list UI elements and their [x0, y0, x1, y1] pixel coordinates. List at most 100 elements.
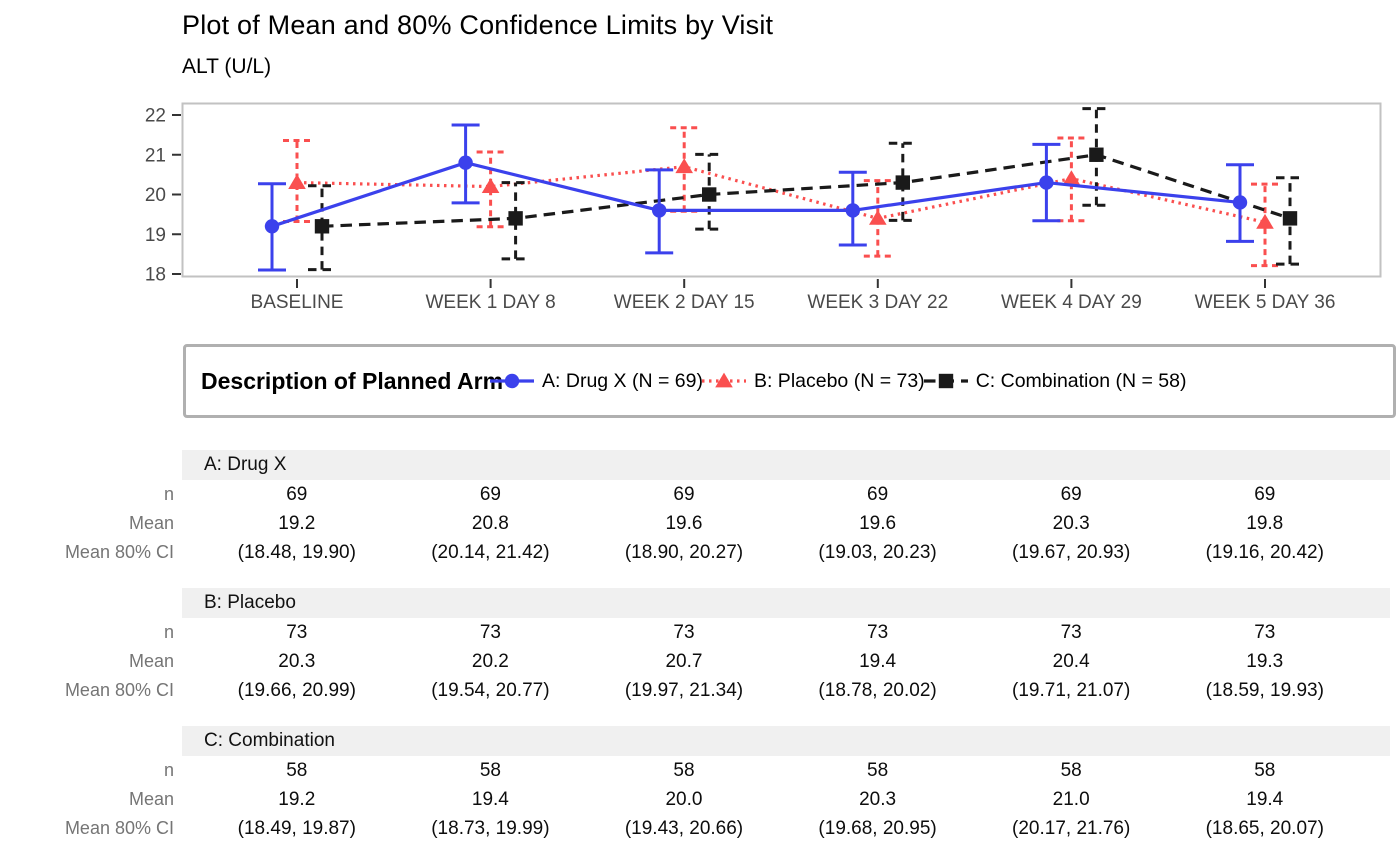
square-marker: [702, 187, 717, 202]
plot-box: [181, 102, 1382, 278]
table-cell: 20.3: [278, 651, 316, 672]
table-cell: 20.3: [1052, 513, 1090, 534]
circle-legend-marker-icon: [490, 373, 535, 389]
table-cell: 73: [867, 622, 889, 643]
table-cell: 19.3: [1246, 651, 1284, 672]
table-cell: 21.0: [1052, 789, 1090, 810]
table-cell: 20.3: [859, 789, 897, 810]
table-row: Mean 19.2 20.8 19.6 19.6 20.3 19.8: [0, 509, 1400, 538]
table-cell: 20.4: [1052, 651, 1090, 672]
table-cell: (18.73, 19.99): [431, 818, 550, 839]
series-line: [321, 153, 1291, 228]
table-cell: 20.8: [471, 513, 509, 534]
y-axis-tick-label: 20: [145, 185, 166, 206]
row-label: Mean: [128, 789, 174, 809]
circle-glyph: [504, 373, 520, 389]
table-cell: 69: [1254, 484, 1276, 505]
table-cell: 19.2: [278, 789, 316, 810]
row-label: Mean 80% CI: [64, 818, 174, 838]
table-cell: 73: [1254, 622, 1276, 643]
row-label: n: [163, 760, 174, 780]
y-axis-tick-label: 19: [145, 225, 166, 246]
table-cell: 73: [1060, 622, 1082, 643]
table-row: n 69 69 69 69 69 69: [0, 480, 1400, 509]
x-axis-tick-label: WEEK 2 DAY 15: [614, 292, 755, 313]
table-cell: (19.97, 21.34): [624, 680, 744, 701]
y-axis-tick-label: 18: [145, 265, 166, 286]
x-axis-tick-label: WEEK 5 DAY 36: [1195, 292, 1336, 313]
square-marker: [508, 211, 523, 226]
table-row: Mean 19.2 19.4 20.0 20.3 21.0 19.4: [0, 785, 1400, 814]
table-row: n 73 73 73 73 73 73: [0, 618, 1400, 647]
table-cell: (19.43, 20.66): [624, 818, 744, 839]
legend-item: B: Placebo (N = 73): [701, 370, 925, 393]
row-label: n: [163, 484, 174, 504]
table-cell: 20.0: [665, 789, 703, 810]
circle-marker: [652, 203, 667, 218]
table-cell: (19.66, 20.99): [237, 680, 356, 701]
plot-title: Plot of Mean and 80% Confidence Limits b…: [182, 10, 774, 40]
table-row: Mean 80% CI (18.48, 19.90) (20.14, 21.42) (…: [0, 538, 1400, 567]
table-cell: 58: [673, 760, 695, 781]
plot-subtitle: ALT (U/L): [182, 55, 272, 78]
arm-section-header: A: Drug X: [182, 450, 1390, 480]
mean-ci-plot-canvas: 18 19 20 21 22 BASELINE WEEK 1 DAY 8 WEEK 2 DAY…: [145, 102, 1382, 313]
table-cell: (20.17, 21.76): [1012, 818, 1131, 839]
table-cell: (18.65, 20.07): [1205, 818, 1324, 839]
table-cell: 69: [286, 484, 308, 505]
table-cell: 58: [479, 760, 501, 781]
circle-marker: [845, 203, 860, 218]
table-cell: 19.4: [1246, 789, 1284, 810]
square-marker: [314, 219, 330, 234]
row-label: Mean 80% CI: [64, 542, 174, 562]
y-axis-tick-label: 22: [145, 106, 166, 127]
table-cell: (19.71, 21.07): [1012, 680, 1131, 701]
table-cell: (18.78, 20.02): [818, 680, 937, 701]
triangle-marker: [288, 174, 306, 189]
legend-box: Description of Planned Arm A: Drug X (N …: [183, 344, 1396, 418]
legend-item-label: C: Combination (N = 58): [975, 369, 1187, 392]
table-cell: 20.7: [665, 651, 703, 672]
x-axis-tick-label: WEEK 3 DAY 22: [807, 292, 948, 313]
square-marker: [1089, 147, 1104, 162]
triangle-glyph: [715, 372, 733, 388]
table-cell: (19.68, 20.95): [818, 818, 937, 839]
table-cell: (18.49, 19.87): [237, 818, 356, 839]
row-label: Mean: [128, 513, 174, 533]
circle-marker: [1232, 195, 1248, 210]
square-legend-marker-icon: [923, 373, 968, 389]
table-cell: (18.90, 20.27): [624, 542, 744, 563]
legend-title: Description of Planned Arm: [201, 367, 504, 394]
circle-marker: [1039, 175, 1054, 190]
row-label: n: [163, 622, 174, 642]
table-cell: (18.48, 19.90): [237, 542, 356, 563]
circle-marker: [264, 219, 280, 234]
table-cell: (19.16, 20.42): [1205, 542, 1324, 563]
row-label: Mean: [128, 651, 174, 671]
table-cell: 19.4: [859, 651, 897, 672]
series-line: [271, 161, 1241, 228]
arm-section: A: Drug X n 69 69 69 69 69 69 Mean 19.2 20.8 19.6 19…: [0, 450, 1400, 567]
table-cell: 73: [286, 622, 308, 643]
table-cell: 20.2: [471, 651, 509, 672]
table-cell: 19.6: [665, 513, 703, 534]
table-cell: (19.54, 20.77): [431, 680, 550, 701]
table-row: Mean 80% CI (18.49, 19.87) (18.73, 19.99) (…: [0, 814, 1400, 843]
arm-section: B: Placebo n 73 73 73 73 73 73 Mean 20.3 20.2 20.7 1…: [0, 588, 1400, 705]
arm-section-header: C: Combination: [182, 726, 1390, 756]
arm-section: C: Combination n 58 58 58 58 58 58 Mean 19.2 19.4 2…: [0, 726, 1400, 843]
table-cell: 69: [867, 484, 889, 505]
triangle-marker: [869, 209, 887, 225]
triangle-marker: [1256, 213, 1274, 229]
legend-item: A: Drug X (N = 69): [490, 369, 703, 393]
square-glyph: [938, 373, 953, 389]
arm-section-header: B: Placebo: [182, 588, 1390, 618]
table-cell: 58: [1060, 760, 1082, 781]
y-axis-tick-label: 21: [145, 145, 166, 166]
table-cell: 58: [286, 760, 308, 781]
x-axis-tick-label: WEEK 1 DAY 8: [425, 292, 555, 313]
x-axis-tick-label: WEEK 4 DAY 29: [1001, 292, 1142, 313]
legend-item: C: Combination (N = 58): [923, 369, 1187, 393]
legend-item-label: A: Drug X (N = 69): [542, 369, 703, 392]
table-cell: (18.59, 19.93): [1205, 680, 1324, 701]
